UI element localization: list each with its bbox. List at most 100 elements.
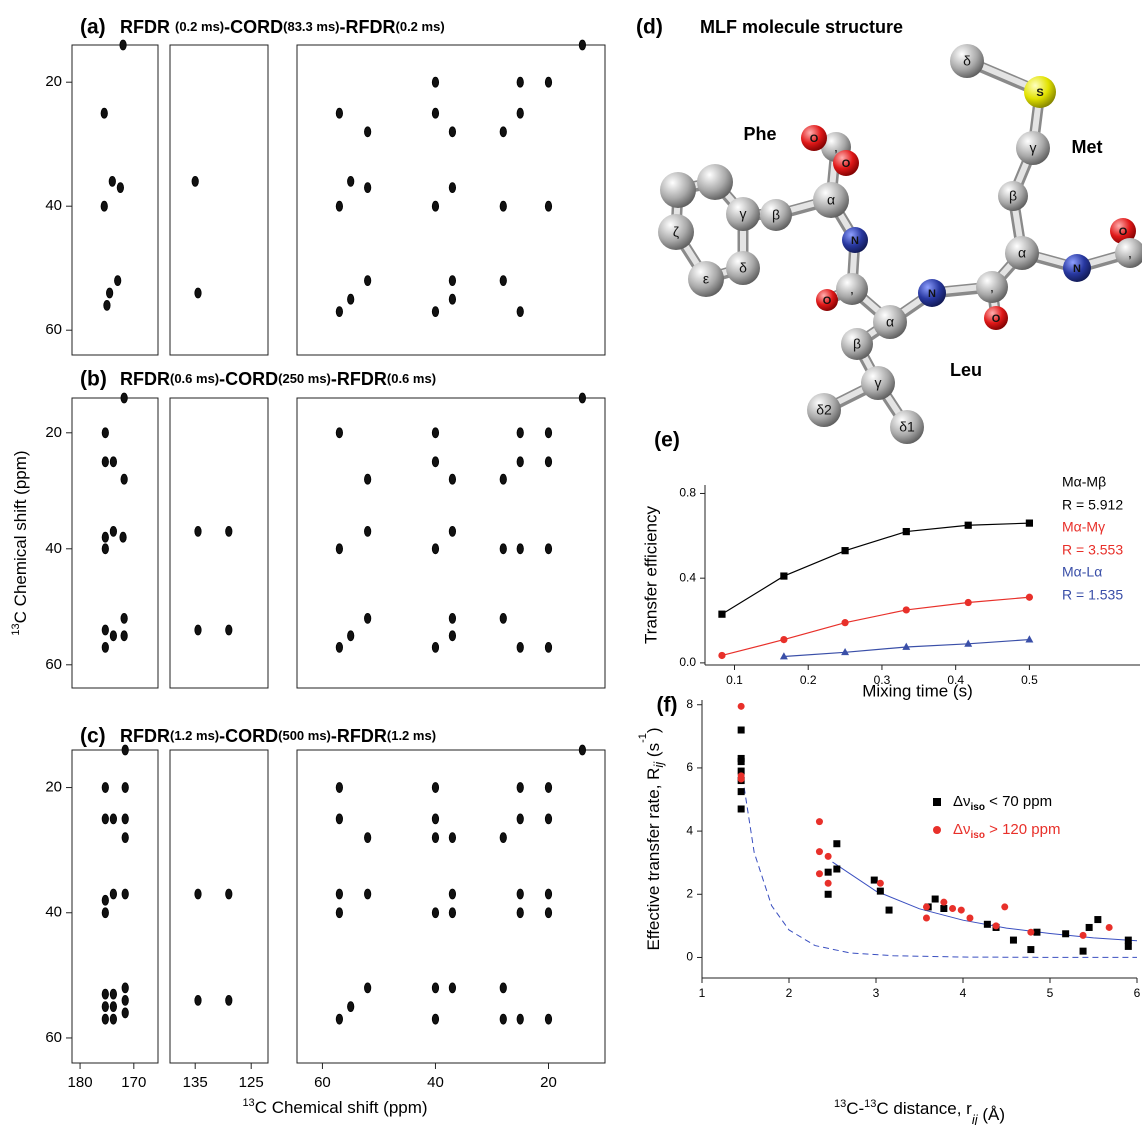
x-tick-label: 4 [960,986,967,1000]
peak [431,1013,440,1025]
peak [431,982,440,994]
atom [813,182,849,218]
data-point [824,868,832,876]
data-point [931,895,939,903]
atom-label: O [823,295,832,307]
x-tick-label: 1 [699,986,706,1000]
panel-title-part: -RFDR [340,17,396,37]
y-axis-label: Effective transfer rate, Rij (s-1) [637,727,667,950]
data-point [737,805,745,813]
peak [101,907,109,919]
x-tick-label: 170 [121,1074,146,1091]
legend-label-part: iso [971,802,985,813]
atom [697,164,733,200]
peak [544,888,553,900]
atom-label: γ [740,206,747,222]
panel-title-part: RFDR [120,369,170,389]
peak [448,982,457,994]
atom [1115,238,1142,268]
x-axis-label-part: C distance, r [876,1099,972,1118]
legend-label: Mα-Mβ [1062,474,1106,490]
data-point [841,647,850,656]
peak [116,182,124,194]
peak [578,392,586,404]
data-point [1124,936,1132,944]
atom-label: N [928,288,936,300]
peak [499,613,507,624]
peak [431,306,440,318]
data-point [1105,923,1113,931]
data-point [876,879,884,887]
panel-title-part: -RFDR [331,369,387,389]
peak [335,782,343,793]
peak [225,888,233,900]
x-tick-label: 135 [183,1074,208,1091]
atom-label: ε [703,271,709,287]
peak [121,995,129,1006]
residue-label: Leu [950,360,982,380]
data-point [737,767,745,775]
panel-title-part: (250 ms) [278,371,331,386]
peak [108,175,116,187]
peak [544,427,553,439]
peak [516,888,524,900]
atom-label: S [1036,87,1043,99]
peak [448,630,457,642]
panel-title: RFDR(1.2 ms)-CORD(500 ms)-RFDR(1.2 ms) [120,726,436,746]
data-point [824,879,832,887]
peak [335,200,343,212]
peak [109,988,117,1000]
atom [1005,236,1039,270]
peak [516,1013,524,1025]
atom [688,261,724,297]
data-point [949,905,957,912]
peak [544,642,553,653]
atom-label: β [1009,188,1017,204]
atom [841,328,873,360]
panel-title-part: (0.2 ms) [396,19,445,34]
peak [335,907,343,919]
data-point [964,639,973,647]
peak [544,456,553,468]
atom-label: δ [739,260,747,276]
x-tick-label: 0.3 [874,673,891,687]
panel-title-part: RFDR [120,726,170,746]
y-tick-label: 20 [45,779,62,796]
data-point [885,906,893,914]
peak [225,526,233,537]
peak [109,813,117,825]
peak [544,200,553,212]
peak [347,1001,355,1013]
atom [726,251,760,285]
data-point [1025,593,1034,601]
peak [194,526,202,537]
panel-label: (f) [657,694,678,717]
y-tick-label: 40 [45,540,62,557]
x-tick-label: 0.5 [1021,673,1038,687]
peak [364,832,372,844]
spectrum-frame [296,749,606,1064]
panel-title: RFDR (0.2 ms)-CORD(83.3 ms)-RFDR(0.2 ms) [120,17,445,37]
x-tick-label: 40 [427,1074,444,1091]
peak [101,531,109,543]
peak [109,630,117,642]
data-point [1094,916,1102,924]
x-tick-label: 125 [239,1074,264,1091]
peak [100,200,108,212]
y-tick-label: 20 [45,424,62,441]
atom-label: α [886,314,894,330]
data-point [1027,946,1035,954]
panel-title: RFDR(0.6 ms)-CORD(250 ms)-RFDR(0.6 ms) [120,369,436,389]
peak [335,306,343,318]
peak [194,995,202,1006]
peak [335,813,343,825]
atom-label: ζ [673,224,679,240]
spectrum-frame [71,749,159,1064]
spectrum-frame [296,44,606,356]
y-tick-label: 60 [45,656,62,673]
atom [1063,254,1091,282]
peak [448,473,457,485]
legend-annotation: R = 5.912 [1062,497,1123,513]
atom [760,199,792,231]
peak [499,832,507,844]
